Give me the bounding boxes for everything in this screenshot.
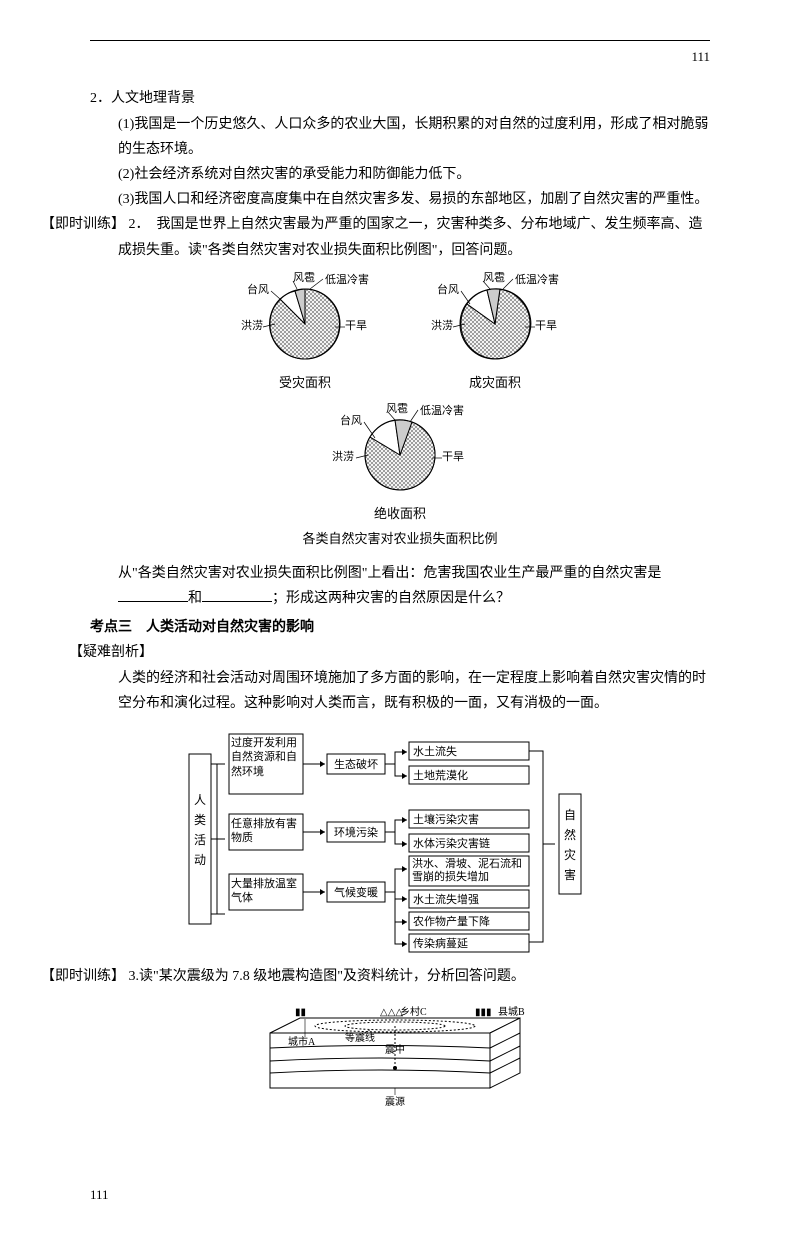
flow-diagram: 人 类 活 动 过度开发利用自然资源和自然环境 任意排放有害物质 大量排放温室气… xyxy=(90,724,710,954)
flow-c3-6: 水土流失增强 xyxy=(413,892,479,906)
blank-1[interactable] xyxy=(118,587,188,602)
pie-1: 风雹 低温冷害 台风 洪涝 干旱 受灾面积 xyxy=(235,269,375,394)
train3-block: 【即时训练】 3.读"某次震级为 7.8 级地震构造图"及资料统计，分析回答问题… xyxy=(118,964,710,989)
quake-focus: 震源 xyxy=(385,1095,405,1108)
top-rule xyxy=(90,40,710,41)
quake-buildings-left: ▮▮ xyxy=(295,1007,306,1018)
pie3-taifeng: 台风 xyxy=(340,413,362,427)
quake-iso: 等震线 xyxy=(345,1031,375,1044)
flow-c1-2: 任意排放有害物质 xyxy=(231,817,301,846)
pie1-diwen: 低温冷害 xyxy=(325,272,369,286)
kd3-sub: 【疑难剖析】 xyxy=(69,640,710,665)
pie2-taifeng: 台风 xyxy=(437,282,459,296)
flow-c1-1: 过度开发利用自然资源和自然环境 xyxy=(231,736,301,779)
quake-buildings-right: ▮▮▮ xyxy=(475,1007,492,1018)
flow-right-3: 灾 xyxy=(564,847,576,862)
pie2-honglao: 洪涝 xyxy=(431,318,453,332)
flow-c2-2: 环境污染 xyxy=(334,825,378,839)
quake-cityA: 城市A xyxy=(288,1035,316,1048)
train2-tail: 从"各类自然灾害对农业损失面积比例图"上看出：危害我国农业生产最严重的自然灾害是… xyxy=(118,561,710,611)
flow-c3-1: 水土流失 xyxy=(413,744,457,758)
flow-left-4: 动 xyxy=(194,853,206,867)
train3-q: 3.读"某次震级为 7.8 级地震构造图"及资料统计，分析回答问题。 xyxy=(129,969,525,984)
pie1-taifeng: 台风 xyxy=(247,282,269,296)
flow-c3-3: 土壤污染灾害 xyxy=(413,812,479,826)
flow-right-4: 害 xyxy=(564,867,576,882)
kd3-p: 人类的经济和社会活动对周围环境施加了多方面的影响，在一定程度上影响着自然灾害灾情… xyxy=(118,666,710,716)
pie3-diwen: 低温冷害 xyxy=(420,403,464,417)
pie-figure: 风雹 低温冷害 台风 洪涝 干旱 受灾面积 xyxy=(90,269,710,551)
flow-c1-3: 大量排放温室气体 xyxy=(231,877,301,906)
pie2-caption: 成灾面积 xyxy=(469,371,521,394)
pie1-caption: 受灾面积 xyxy=(279,371,331,394)
train2-block: 【即时训练】 2． 我国是世界上自然灾害最为严重的国家之一，灾害种类多、分布地域… xyxy=(118,212,710,262)
train2-q: 2． 我国是世界上自然灾害最为严重的国家之一，灾害种类多、分布地域广、发生频率高… xyxy=(118,217,703,257)
page-number-top: 111 xyxy=(90,45,710,68)
pie2-ganhan: 干旱 xyxy=(535,319,557,332)
pie3-honglao: 洪涝 xyxy=(332,449,354,463)
flow-c2-1: 生态破坏 xyxy=(334,757,378,771)
flow-c3-7: 农作物产量下降 xyxy=(413,914,490,928)
flow-right-2: 然 xyxy=(564,827,576,842)
flow-right-1: 自 xyxy=(564,808,576,822)
pie3-caption: 绝收面积 xyxy=(374,502,426,525)
quake-epi: 震中 xyxy=(385,1043,405,1056)
sec2-p3: (3)我国人口和经济密度高度集中在自然灾害多发、易损的东部地区，加剧了自然灾害的… xyxy=(118,187,710,212)
pie1-ganhan: 干旱 xyxy=(345,319,367,332)
pie-fig-title: 各类自然灾害对农业损失面积比例 xyxy=(302,527,497,550)
sec2-heading: 2．人文地理背景 xyxy=(90,86,710,111)
quake-villageC: 乡村C xyxy=(400,1005,427,1018)
quake-diagram: ▮▮ △△△ ▮▮▮ 乡村C 县城B 城市A 等震线 震中 震源 xyxy=(90,993,710,1113)
quake-townB: 县城B xyxy=(498,1006,525,1018)
sec2-p2: (2)社会经济系统对自然灾害的承受能力和防御能力低下。 xyxy=(118,162,710,187)
flow-c3-8: 传染病蔓延 xyxy=(413,936,468,950)
page-number-bottom: 111 xyxy=(90,1183,710,1206)
pie-3: 风雹 低温冷害 台风 洪涝 干旱 绝收面积 各类自然灾害对农业损失面积比例 xyxy=(302,400,497,551)
pie2-fengbao: 风雹 xyxy=(483,271,505,284)
pie1-honglao: 洪涝 xyxy=(241,318,263,332)
flow-left-1: 人 xyxy=(194,793,206,807)
sec2-p1: (1)我国是一个历史悠久、人口众多的农业大国，长期积累的对自然的过度利用，形成了… xyxy=(118,112,710,162)
flow-c3-4: 水体污染灾害链 xyxy=(413,836,490,850)
train2-label: 【即时训练】 xyxy=(41,217,125,232)
flow-c3-2: 土地荒漠化 xyxy=(413,768,468,782)
pie-3-svg: 风雹 低温冷害 台风 洪涝 干旱 xyxy=(320,400,480,500)
pie-2: 风雹 低温冷害 台风 洪涝 干旱 成灾面积 xyxy=(425,269,565,394)
train3-label: 【即时训练】 xyxy=(41,969,125,984)
flow-left-3: 活 xyxy=(194,833,206,847)
kd3-heading: 考点三 人类活动对自然灾害的影响 xyxy=(90,615,710,640)
pie1-fengbao: 风雹 xyxy=(293,271,315,284)
flow-c3-5: 洪水、滑坡、泥石流和雪崩的损失增加 xyxy=(412,858,527,884)
blank-2[interactable] xyxy=(202,587,272,602)
flow-left-2: 类 xyxy=(194,813,206,827)
pie-2-svg: 风雹 低温冷害 台风 洪涝 干旱 xyxy=(425,269,565,369)
flow-c2-3: 气候变暖 xyxy=(334,885,378,899)
pie-1-svg: 风雹 低温冷害 台风 洪涝 干旱 xyxy=(235,269,375,369)
pie3-ganhan: 干旱 xyxy=(442,450,464,463)
pie2-diwen: 低温冷害 xyxy=(515,272,559,286)
